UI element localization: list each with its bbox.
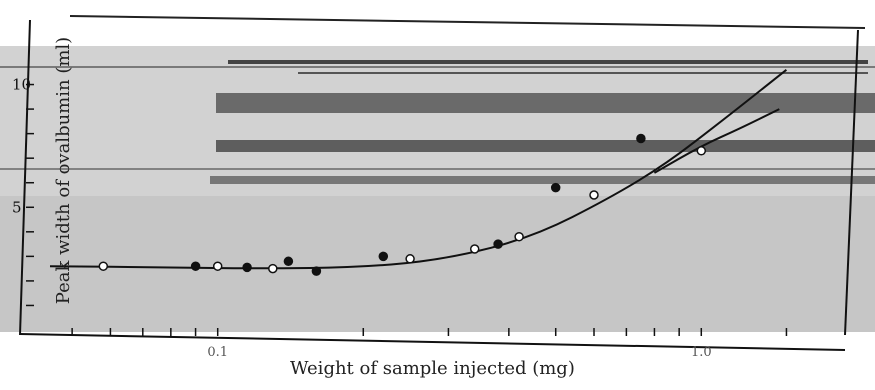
- scan-stripe-2: [216, 140, 875, 152]
- scan-stripe-3: [210, 176, 875, 184]
- fit-curves: [49, 69, 788, 270]
- open-point-3: [405, 254, 415, 264]
- data-points: [98, 133, 707, 276]
- filled-point-5: [493, 239, 503, 249]
- open-point-4: [469, 244, 480, 254]
- open-point-7: [696, 146, 707, 156]
- open-point-5: [514, 231, 524, 242]
- filled-point-6: [550, 182, 561, 193]
- scan-stripe-4: [228, 60, 868, 64]
- bottom-axis-line: [19, 333, 846, 351]
- fit-curve-0: [49, 69, 788, 270]
- open-point-2: [268, 263, 278, 274]
- y-tick-label-1: 5: [12, 198, 22, 216]
- x-tick-label-1: 1.0: [691, 345, 712, 360]
- x-tick-label-0: 0.1: [207, 345, 228, 360]
- open-point-6: [589, 190, 599, 200]
- scan-band-upper: [0, 46, 875, 196]
- fit-curve-1: [653, 108, 780, 174]
- y-axis-label: Peak width of ovalbumin (ml): [53, 36, 75, 305]
- right-axis-line: [844, 29, 859, 336]
- tick-labels: 0.1 1.0 10 5: [12, 76, 712, 360]
- filled-point-3: [311, 266, 322, 276]
- open-point-1: [212, 261, 223, 271]
- filled-point-0: [190, 261, 201, 271]
- filled-point-4: [378, 251, 389, 262]
- y-tick-label-0: 10: [12, 76, 31, 94]
- top-axis-line: [69, 15, 866, 29]
- filled-point-1: [242, 262, 252, 273]
- scan-stripe-1: [216, 93, 875, 113]
- left-axis-line: [19, 19, 31, 336]
- scan-stripe-5: [298, 72, 868, 74]
- filled-point-7: [636, 133, 646, 144]
- scan-band-lower: [0, 196, 875, 332]
- x-axis-label: Weight of sample injected (mg): [290, 358, 575, 379]
- open-point-0: [98, 261, 109, 271]
- filled-point-2: [283, 256, 294, 267]
- tick-marks: [26, 83, 788, 336]
